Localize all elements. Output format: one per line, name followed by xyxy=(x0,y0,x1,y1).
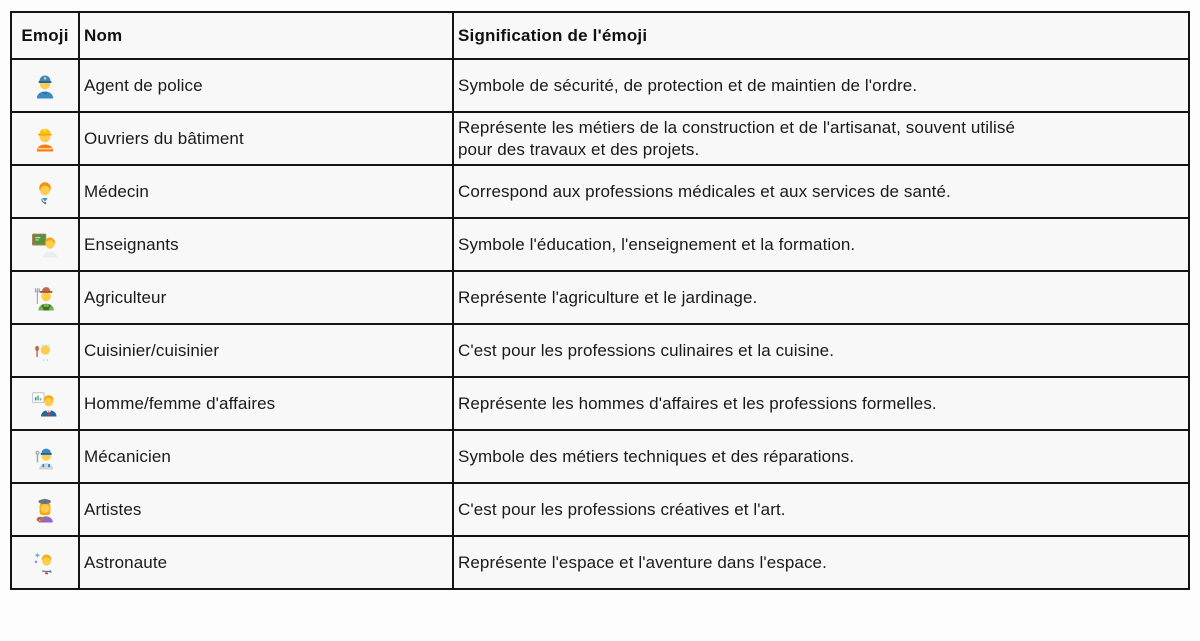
table-row: Agriculteur Représente l'agriculture et … xyxy=(10,270,1190,325)
emoji-name: Agriculteur xyxy=(78,270,454,325)
office-worker-emoji-icon xyxy=(31,390,59,418)
table-row: Cuisinier/cuisinier C'est pour les profe… xyxy=(10,323,1190,378)
emoji-cell xyxy=(10,164,80,219)
emoji-meaning: Symbole l'éducation, l'enseignement et l… xyxy=(452,217,1190,272)
emoji-cell xyxy=(10,270,80,325)
mechanic-emoji-icon xyxy=(31,443,59,471)
column-header-nom: Nom xyxy=(78,11,454,60)
emoji-meaning: Représente l'agriculture et le jardinage… xyxy=(452,270,1190,325)
emoji-meaning: Symbole de sécurité, de protection et de… xyxy=(452,58,1190,113)
emoji-meaning: C'est pour les professions culinaires et… xyxy=(452,323,1190,378)
emoji-name: Mécanicien xyxy=(78,429,454,484)
artist-emoji-icon xyxy=(31,496,59,524)
construction-worker-emoji-icon xyxy=(31,125,59,153)
emoji-meaning: Représente l'espace et l'aventure dans l… xyxy=(452,535,1190,590)
emoji-name: Agent de police xyxy=(78,58,454,113)
table-row: Ouvriers du bâtiment Représente les méti… xyxy=(10,111,1190,166)
emoji-name: Homme/femme d'affaires xyxy=(78,376,454,431)
emoji-name: Astronaute xyxy=(78,535,454,590)
table-row: Mécanicien Symbole des métiers technique… xyxy=(10,429,1190,484)
emoji-cell xyxy=(10,217,80,272)
emoji-cell xyxy=(10,535,80,590)
emoji-cell xyxy=(10,58,80,113)
emoji-name: Médecin xyxy=(78,164,454,219)
emoji-name: Artistes xyxy=(78,482,454,537)
table-row: Artistes C'est pour les professions créa… xyxy=(10,482,1190,537)
table-row: Homme/femme d'affaires Représente les ho… xyxy=(10,376,1190,431)
table-row: Médecin Correspond aux professions médic… xyxy=(10,164,1190,219)
table-row: Agent de police Symbole de sécurité, de … xyxy=(10,58,1190,113)
emoji-name: Ouvriers du bâtiment xyxy=(78,111,454,166)
emoji-cell xyxy=(10,111,80,166)
emoji-name: Cuisinier/cuisinier xyxy=(78,323,454,378)
astronaut-emoji-icon xyxy=(31,549,59,577)
emoji-meaning: C'est pour les professions créatives et … xyxy=(452,482,1190,537)
emoji-meanings-table: Emoji Nom Signification de l'émoji xyxy=(10,11,1190,590)
column-header-signification: Signification de l'émoji xyxy=(452,11,1190,60)
emoji-cell xyxy=(10,429,80,484)
table-header-row: Emoji Nom Signification de l'émoji xyxy=(10,11,1190,60)
farmer-emoji-icon xyxy=(31,284,59,312)
emoji-meaning: Représente les hommes d'affaires et les … xyxy=(452,376,1190,431)
cook-emoji-icon xyxy=(31,337,59,365)
police-officer-emoji-icon xyxy=(31,72,59,100)
emoji-meaning: Correspond aux professions médicales et … xyxy=(452,164,1190,219)
emoji-cell xyxy=(10,376,80,431)
health-worker-emoji-icon xyxy=(31,178,59,206)
emoji-name: Enseignants xyxy=(78,217,454,272)
emoji-meaning: Symbole des métiers techniques et des ré… xyxy=(452,429,1190,484)
teacher-emoji-icon xyxy=(31,231,59,259)
column-header-emoji: Emoji xyxy=(10,11,80,60)
table-row: Enseignants Symbole l'éducation, l'ensei… xyxy=(10,217,1190,272)
emoji-meaning: Représente les métiers de la constructio… xyxy=(452,111,1190,166)
table-row: Astronaute Représente l'espace et l'aven… xyxy=(10,535,1190,590)
emoji-cell xyxy=(10,323,80,378)
emoji-cell xyxy=(10,482,80,537)
